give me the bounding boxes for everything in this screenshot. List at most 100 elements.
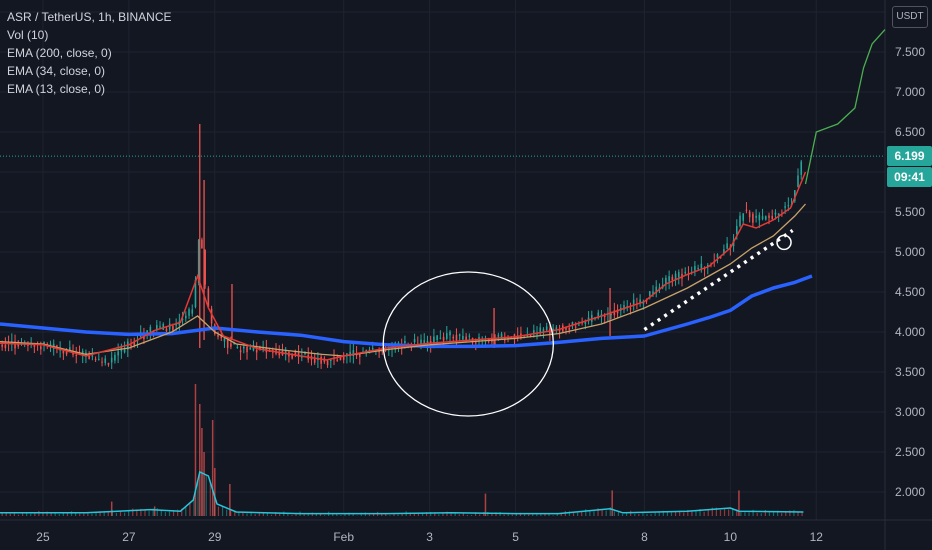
candle-body: [336, 359, 339, 362]
candle-body: [162, 323, 165, 330]
candle-body: [404, 340, 406, 344]
candle-body: [252, 346, 255, 351]
candle-body: [632, 299, 635, 306]
candle-body: [49, 343, 52, 345]
x-tick-label: 5: [512, 530, 519, 544]
candle-body: [107, 362, 110, 365]
candle-body: [623, 305, 625, 310]
candle-body: [339, 357, 342, 361]
candle-body: [33, 345, 36, 347]
y-tick-label: 2.500: [895, 445, 925, 459]
candle-body: [201, 239, 203, 249]
candle-body: [291, 354, 293, 359]
y-tick-label: 4.500: [895, 285, 925, 299]
legend: ASR / TetherUS, 1h, BINANCE Vol (10) EMA…: [7, 8, 172, 98]
candle-body: [194, 279, 197, 308]
y-tick-label: 5.500: [895, 205, 925, 219]
ema200-line: [0, 274, 813, 349]
candle-body: [735, 225, 738, 234]
candle-body: [478, 336, 480, 341]
candle-body: [603, 315, 606, 318]
candle-body: [610, 314, 612, 316]
candle-body: [56, 345, 58, 347]
legend-volume[interactable]: Vol (10): [7, 28, 49, 42]
legend-symbol[interactable]: ASR / TetherUS, 1h, BINANCE: [7, 10, 172, 24]
candle-body: [455, 334, 458, 341]
candle-body: [91, 355, 94, 357]
candle-body: [133, 341, 136, 346]
candle-body: [565, 327, 567, 330]
y-tick-label: 7.500: [895, 45, 925, 59]
volume-bars: [1, 384, 803, 516]
candle-body: [671, 276, 674, 281]
x-tick-label: 10: [724, 530, 738, 544]
candle-body: [545, 326, 548, 331]
candle-body: [616, 309, 619, 314]
x-tick-label: 8: [641, 530, 648, 544]
candle-body: [542, 329, 545, 332]
candle-body: [555, 327, 558, 329]
candle-body: [716, 254, 719, 258]
candle-body: [358, 354, 361, 357]
candle-body: [458, 334, 461, 336]
x-tick-label: 29: [208, 530, 222, 544]
candle-body: [181, 318, 184, 320]
x-tick-label: Feb: [333, 530, 354, 544]
candle-body: [262, 347, 264, 351]
candle-body: [474, 342, 477, 344]
candle-body: [191, 309, 194, 314]
candle-body: [65, 351, 68, 355]
candle-body: [320, 356, 322, 364]
candle-body: [117, 351, 119, 356]
candle-body: [758, 214, 761, 221]
y-tick-label: 2.000: [895, 485, 925, 499]
legend-ema200[interactable]: EMA (200, close, 0): [7, 46, 112, 60]
candle-body: [172, 325, 174, 331]
candle-body: [75, 354, 78, 356]
candle-body: [101, 361, 103, 363]
ema13-line: [0, 171, 807, 361]
candle-body: [197, 239, 200, 283]
candle-body: [539, 327, 542, 333]
candle-body: [764, 216, 767, 220]
candle-body: [226, 340, 229, 348]
candle-body: [755, 215, 757, 218]
candle-body: [210, 308, 213, 324]
legend-ema34[interactable]: EMA (34, close, 0): [7, 64, 106, 78]
candle-body: [742, 213, 745, 221]
candle-body: [165, 328, 168, 332]
candle-body: [130, 344, 132, 346]
candle-body: [465, 336, 467, 341]
candle-body: [217, 334, 219, 337]
candle-body: [236, 346, 239, 348]
candle-body: [400, 345, 403, 349]
candle-body: [694, 266, 696, 271]
annotation-ring: [776, 234, 792, 251]
candle-body: [349, 351, 351, 356]
candle-body: [230, 343, 232, 347]
grid: [0, 0, 885, 520]
candle-body: [648, 291, 651, 296]
candle-body: [326, 360, 329, 366]
x-tick-label: 25: [36, 530, 50, 544]
candle-body: [793, 190, 796, 202]
candle-body: [787, 205, 790, 207]
candle-body: [752, 213, 754, 223]
candle-body: [104, 358, 107, 363]
current-price-tag: 6.199: [887, 146, 932, 167]
candle-body: [69, 347, 71, 352]
volume-ma-line: [0, 470, 804, 515]
candle-body: [452, 336, 455, 339]
price-axis: [885, 0, 932, 550]
candle-body: [4, 344, 7, 349]
currency-badge[interactable]: USDT: [892, 6, 928, 28]
candle-body: [433, 336, 435, 344]
candle-body: [423, 340, 426, 344]
legend-ema13[interactable]: EMA (13, close, 0): [7, 82, 106, 96]
candle-body: [568, 328, 571, 330]
candle-body: [185, 315, 187, 319]
projection-line: [804, 29, 886, 185]
candle-body: [584, 321, 587, 324]
